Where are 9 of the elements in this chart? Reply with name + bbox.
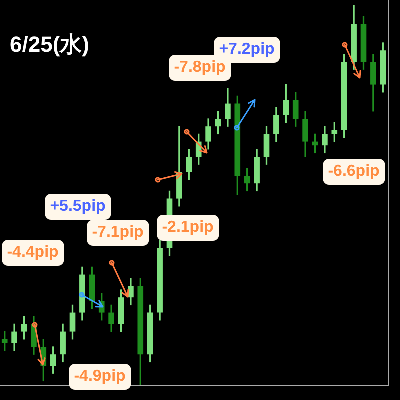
annotation: -4.9pip (69, 364, 131, 390)
annotation: +5.5pip (45, 194, 111, 220)
annotation: -4.4pip (2, 240, 64, 266)
annotation: +7.2pip (219, 41, 275, 58)
annotation: -6.6pip (323, 159, 385, 185)
annotation: -7.8pip (174, 59, 226, 76)
annotation: -2.1pip (157, 215, 219, 241)
text: 6/25(水) (10, 31, 90, 59)
annotation: -7.1pip (87, 220, 149, 246)
